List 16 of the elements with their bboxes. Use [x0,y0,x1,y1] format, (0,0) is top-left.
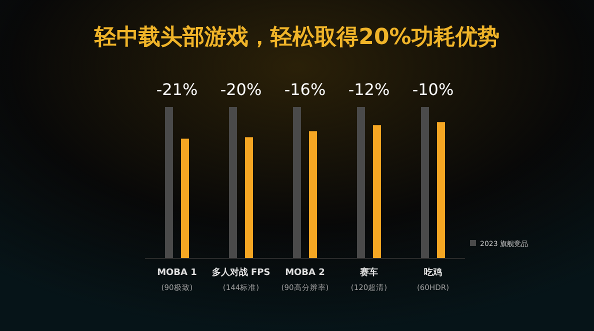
bar [309,131,317,258]
bar [229,107,237,258]
bar [181,138,189,258]
chart-title: 轻中载头部游戏，轻松取得20%功耗优势 [94,24,500,50]
bar [245,137,253,258]
bar [165,107,173,258]
text: -21% [156,80,198,99]
bar [357,107,365,258]
text: -10% [412,80,454,99]
bar [373,125,381,258]
bar [293,107,301,258]
bar [437,122,445,258]
bar [421,107,429,258]
text: -12% [348,80,390,99]
text: -16% [284,80,326,99]
text: -20% [220,80,262,99]
